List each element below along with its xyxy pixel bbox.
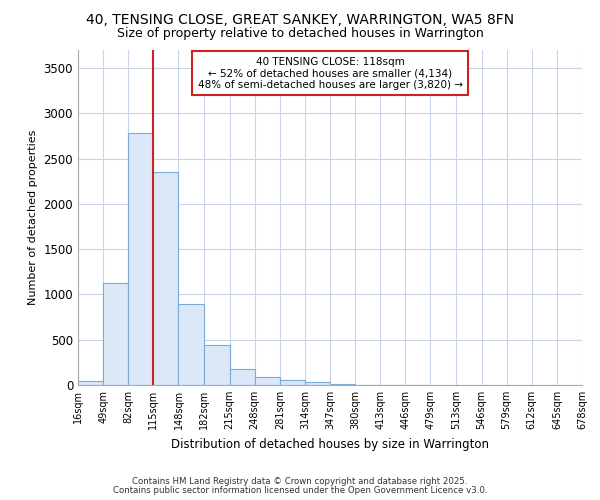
Bar	[254, 377, 280, 385]
Bar	[330, 384, 355, 385]
Bar	[280, 380, 305, 385]
Text: Contains public sector information licensed under the Open Government Licence v3: Contains public sector information licen…	[113, 486, 487, 495]
Text: Contains HM Land Registry data © Crown copyright and database right 2025.: Contains HM Land Registry data © Crown c…	[132, 477, 468, 486]
Bar	[230, 369, 254, 385]
Y-axis label: Number of detached properties: Number of detached properties	[28, 130, 38, 305]
Bar	[128, 134, 154, 385]
Bar	[205, 345, 230, 385]
Bar	[178, 304, 205, 385]
Bar	[305, 382, 330, 385]
Bar	[154, 172, 178, 385]
Text: 40 TENSING CLOSE: 118sqm
← 52% of detached houses are smaller (4,134)
48% of sem: 40 TENSING CLOSE: 118sqm ← 52% of detach…	[197, 56, 463, 90]
X-axis label: Distribution of detached houses by size in Warrington: Distribution of detached houses by size …	[171, 438, 489, 450]
Text: Size of property relative to detached houses in Warrington: Size of property relative to detached ho…	[116, 28, 484, 40]
Bar	[103, 282, 128, 385]
Text: 40, TENSING CLOSE, GREAT SANKEY, WARRINGTON, WA5 8FN: 40, TENSING CLOSE, GREAT SANKEY, WARRING…	[86, 12, 514, 26]
Bar	[78, 381, 103, 385]
